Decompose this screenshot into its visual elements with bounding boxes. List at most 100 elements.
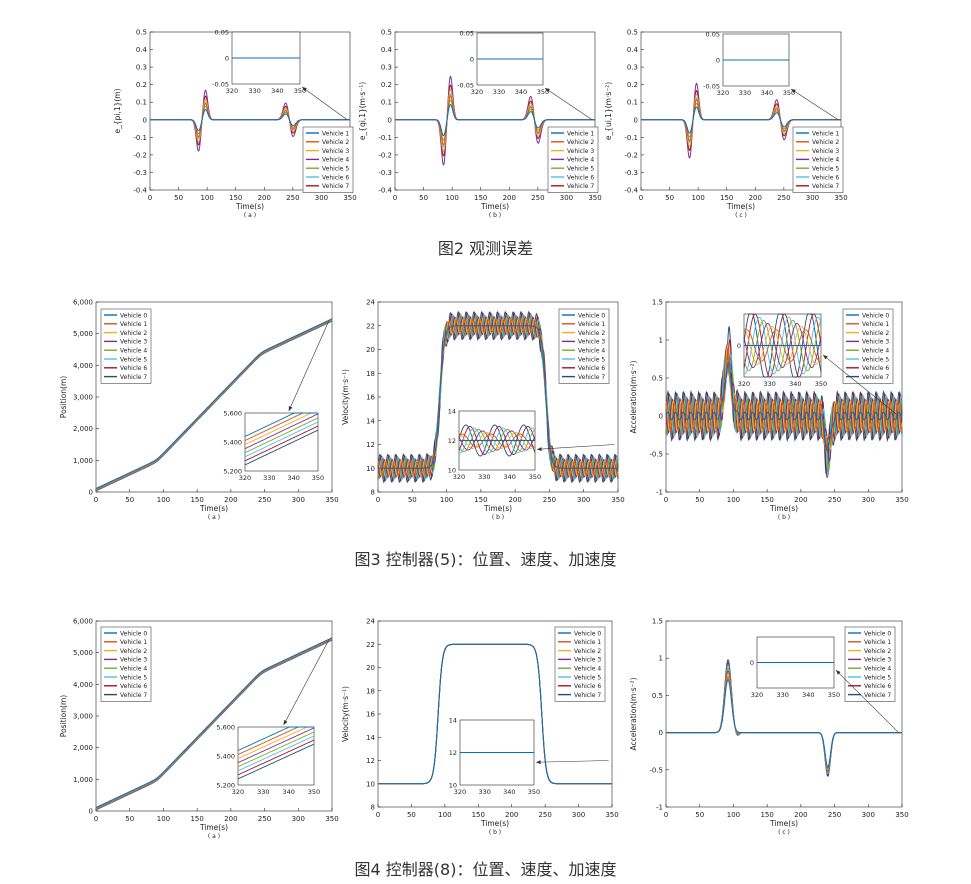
y-tick-label: 6,000 xyxy=(73,299,93,307)
x-tick-label: 300 xyxy=(315,194,328,202)
inset-series-line xyxy=(458,428,536,453)
y-tick-label: 0.4 xyxy=(627,46,639,54)
legend: Vehicle 1 Vehicle 2 Vehicle 3 Vehicle 4 Vehi… xyxy=(792,126,844,193)
inset-y-tick-label: -0.05 xyxy=(212,81,229,89)
x-tick-label: 250 xyxy=(258,496,271,504)
inset-x-tick-label: 340 xyxy=(503,473,515,481)
y-tick-label: -0.3 xyxy=(378,169,392,177)
x-axis-label: Time(s) xyxy=(769,819,798,828)
inset-plot-area xyxy=(237,726,315,786)
y-tick-label: 0.2 xyxy=(627,81,638,89)
legend-label: Vehicle 0 xyxy=(120,312,147,319)
x-tick-label: 0 xyxy=(639,194,643,202)
y-tick-label: 0 xyxy=(659,413,663,421)
zoom-arrow-head xyxy=(288,406,293,411)
y-axis-label: Acceleration(m·s⁻²) xyxy=(629,360,638,433)
inset-series-line xyxy=(237,726,314,760)
inset-x-tick-label: 350 xyxy=(528,788,540,796)
y-tick-label: -0.5 xyxy=(649,766,663,774)
legend-label: Vehicle 6 xyxy=(574,683,601,690)
y-tick-label: 6,000 xyxy=(73,618,93,626)
x-tick-label: 350 xyxy=(605,811,618,819)
inset-x-tick-label: 330 xyxy=(478,788,490,796)
inset-y-tick-label: 5,400 xyxy=(223,439,242,447)
legend-label: Vehicle 5 xyxy=(578,356,605,363)
inset-plot-area xyxy=(244,412,319,472)
series-line xyxy=(641,106,841,134)
zoom-arrow-head xyxy=(302,87,307,92)
y-tick-label: 1.5 xyxy=(652,618,663,626)
zoom-arrow-line xyxy=(536,444,615,450)
legend: Vehicle 1 Vehicle 2 Vehicle 3 Vehicle 4 Vehi… xyxy=(547,126,599,193)
legend-label: Vehicle 1 xyxy=(574,639,601,646)
inset-series-line xyxy=(237,739,315,776)
inset-x-tick-label: 320 xyxy=(239,474,251,482)
x-tick-label: 150 xyxy=(190,496,203,504)
y-axis-label: e_{pi,1}(m) xyxy=(113,88,122,133)
x-tick-label: 250 xyxy=(828,496,841,504)
legend-label: Vehicle 3 xyxy=(578,339,605,346)
figure-2-caption: 图2 观测误差 xyxy=(437,239,534,258)
legend-box xyxy=(100,308,152,384)
zoom-arrow-head xyxy=(537,447,542,452)
x-tick-label: 350 xyxy=(895,811,908,819)
y-tick-label: 22 xyxy=(366,322,375,330)
y-tick-label: 0 xyxy=(388,116,392,124)
legend-label: Vehicle 6 xyxy=(862,365,889,372)
inset-series-line xyxy=(237,727,315,764)
inset-x-tick-label: 350 xyxy=(312,474,324,482)
legend-label: Vehicle 5 xyxy=(812,166,839,173)
x-tick-label: 50 xyxy=(125,496,134,504)
y-tick-label: 0.2 xyxy=(381,81,392,89)
inset-y-tick-label: 10 xyxy=(449,782,457,790)
series-line xyxy=(395,104,595,137)
y-tick-label: 4,000 xyxy=(73,681,93,689)
zoom-arrow-line xyxy=(301,86,348,121)
y-tick-label: 22 xyxy=(366,641,375,649)
inset-y-tick-label: 0 xyxy=(225,55,229,63)
legend-label: Vehicle 5 xyxy=(567,166,594,173)
y-tick-label: -0.1 xyxy=(378,134,392,142)
inset-y-tick-label: 14 xyxy=(448,408,456,416)
sub-label: ( b ) xyxy=(489,829,501,836)
legend-label: Vehicle 4 xyxy=(120,666,147,673)
x-axis-label: Time(s) xyxy=(199,504,228,513)
y-tick-label: 2,000 xyxy=(73,425,93,433)
legend-box xyxy=(100,626,152,702)
legend-box xyxy=(844,626,896,702)
legend-box xyxy=(554,626,606,702)
x-tick-label: 350 xyxy=(343,194,356,202)
x-tick-label: 350 xyxy=(834,194,847,202)
inset-y-tick-label: 0.05 xyxy=(706,31,720,39)
y-tick-label: 20 xyxy=(366,346,375,354)
series-line xyxy=(377,317,619,477)
legend-label: Vehicle 1 xyxy=(322,130,349,137)
y-tick-label: 24 xyxy=(366,618,375,626)
y-tick-label: 8 xyxy=(371,489,375,497)
y-tick-label: -0.1 xyxy=(624,134,638,142)
y-tick-label: 3,000 xyxy=(73,713,93,721)
x-tick-label: 0 xyxy=(376,811,380,819)
y-tick-label: 0.4 xyxy=(381,46,393,54)
inset-y-tick-label: 0 xyxy=(750,659,754,667)
y-tick-label: 18 xyxy=(366,687,375,695)
x-axis-label: Time(s) xyxy=(480,202,509,211)
chart-f2c: 0 50 100 150 200 250 300 350 -0.4 -0.3 -0.2 -0.1 0 0.… xyxy=(604,29,848,220)
legend-label: Vehicle 3 xyxy=(864,657,891,664)
y-tick-label: 5,000 xyxy=(73,649,93,657)
y-tick-label: 0 xyxy=(89,489,93,497)
y-tick-label: 12 xyxy=(366,757,375,765)
x-tick-label: 50 xyxy=(125,815,134,823)
y-tick-label: 0.2 xyxy=(136,81,147,89)
y-tick-label: 3,000 xyxy=(73,394,93,402)
x-tick-label: 100 xyxy=(438,811,451,819)
series-line xyxy=(378,643,612,785)
inset-x-tick-label: 340 xyxy=(282,788,294,796)
inset-x-tick-label: 340 xyxy=(503,788,515,796)
zoom-arrow-head xyxy=(791,89,796,94)
inset-series-line xyxy=(743,323,822,368)
inset-x-tick-label: 340 xyxy=(515,88,527,96)
y-tick-label: 0.5 xyxy=(652,692,663,700)
y-axis-label: Acceleration(m·s⁻²) xyxy=(629,677,638,750)
